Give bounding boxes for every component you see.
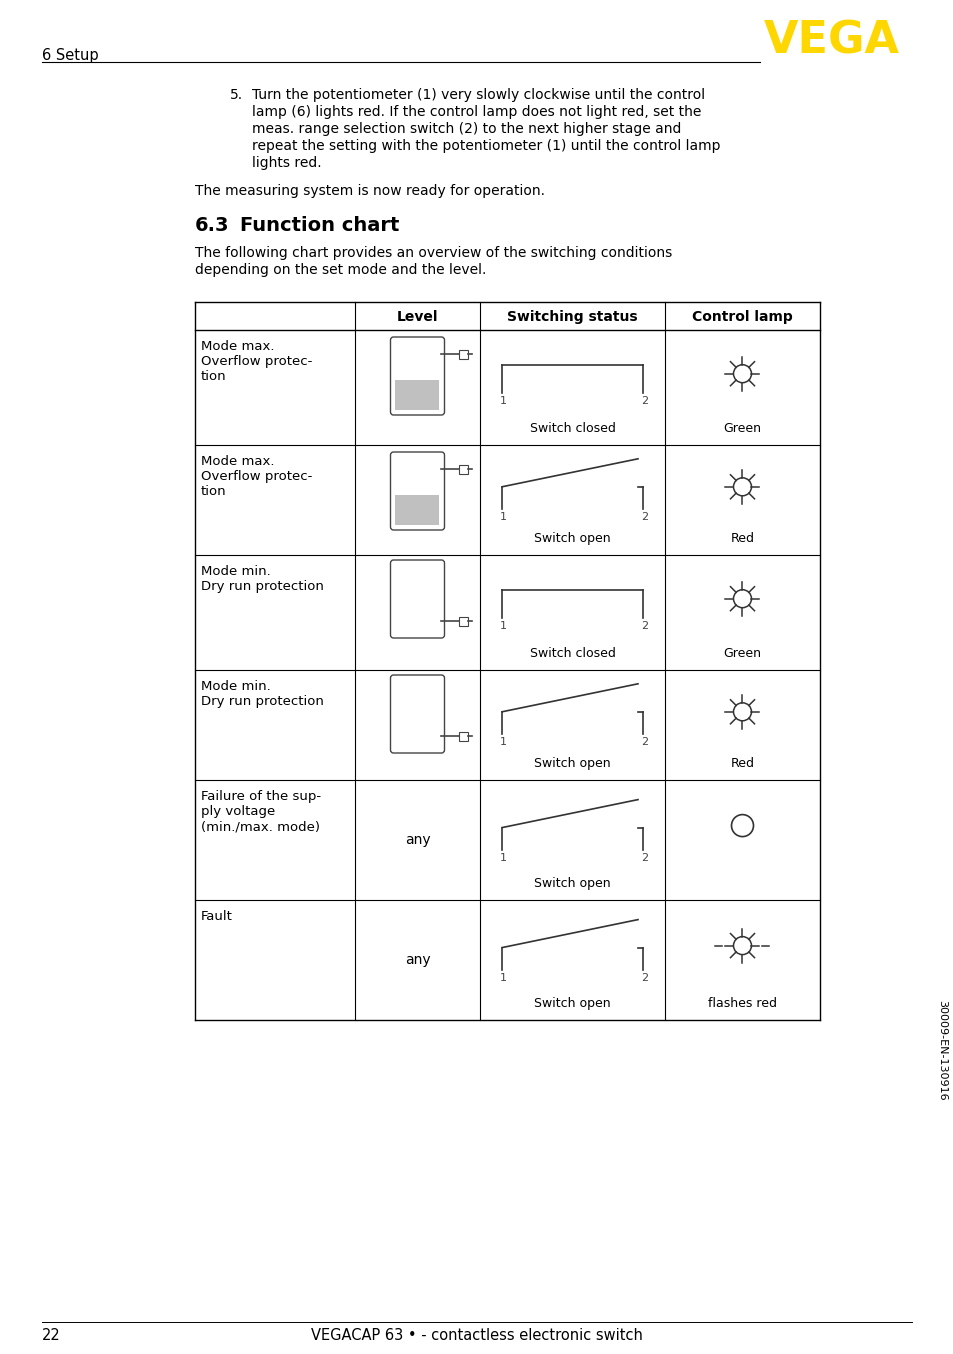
Text: Switching status: Switching status — [507, 310, 638, 324]
Text: tion: tion — [201, 370, 227, 383]
Text: tion: tion — [201, 485, 227, 498]
Text: any: any — [404, 833, 430, 848]
Text: Turn the potentiometer (1) very slowly clockwise until the control: Turn the potentiometer (1) very slowly c… — [252, 88, 704, 102]
Text: Mode max.: Mode max. — [201, 340, 274, 353]
Text: Green: Green — [722, 422, 760, 435]
Bar — [395, 379, 439, 410]
Text: 1: 1 — [499, 512, 506, 521]
Text: Switch open: Switch open — [534, 997, 610, 1010]
Text: Overflow protec-: Overflow protec- — [201, 470, 312, 483]
Text: Switch open: Switch open — [534, 532, 610, 546]
Text: 1: 1 — [499, 737, 506, 747]
Text: depending on the set mode and the level.: depending on the set mode and the level. — [194, 263, 486, 278]
Text: 2: 2 — [640, 621, 647, 631]
FancyBboxPatch shape — [390, 337, 444, 414]
Text: repeat the setting with the potentiometer (1) until the control lamp: repeat the setting with the potentiomete… — [252, 139, 720, 153]
Text: 1: 1 — [499, 853, 506, 862]
Bar — [459, 616, 468, 626]
Text: Mode max.: Mode max. — [201, 455, 274, 468]
Text: VEGACAP 63 • - contactless electronic switch: VEGACAP 63 • - contactless electronic sw… — [311, 1328, 642, 1343]
Bar — [459, 464, 468, 474]
Text: Green: Green — [722, 647, 760, 659]
Text: 6 Setup: 6 Setup — [42, 47, 98, 64]
Bar — [395, 494, 439, 525]
Text: Red: Red — [730, 532, 754, 546]
FancyBboxPatch shape — [390, 561, 444, 638]
Bar — [459, 349, 468, 359]
Text: Mode min.: Mode min. — [201, 565, 271, 578]
Text: Dry run protection: Dry run protection — [201, 695, 323, 708]
Text: The measuring system is now ready for operation.: The measuring system is now ready for op… — [194, 184, 544, 198]
Text: Switch open: Switch open — [534, 757, 610, 770]
Text: 1: 1 — [499, 397, 506, 406]
Text: VEGA: VEGA — [763, 20, 899, 64]
Text: flashes red: flashes red — [707, 997, 776, 1010]
Text: 5.: 5. — [230, 88, 243, 102]
Text: (min./max. mode): (min./max. mode) — [201, 821, 319, 833]
Text: 2: 2 — [640, 853, 647, 862]
Text: Function chart: Function chart — [240, 217, 399, 236]
Text: 2: 2 — [640, 737, 647, 747]
Text: Overflow protec-: Overflow protec- — [201, 355, 312, 368]
Text: Control lamp: Control lamp — [691, 310, 792, 324]
Text: any: any — [404, 953, 430, 967]
Text: Switch open: Switch open — [534, 877, 610, 890]
Text: Level: Level — [396, 310, 437, 324]
Text: 1: 1 — [499, 621, 506, 631]
Text: 30009-EN-130916: 30009-EN-130916 — [936, 999, 946, 1101]
FancyBboxPatch shape — [390, 452, 444, 529]
Text: Switch closed: Switch closed — [529, 647, 615, 659]
Text: 22: 22 — [42, 1328, 61, 1343]
Text: The following chart provides an overview of the switching conditions: The following chart provides an overview… — [194, 246, 672, 260]
Text: Switch closed: Switch closed — [529, 422, 615, 435]
Bar — [459, 731, 468, 741]
Text: 6.3: 6.3 — [194, 217, 230, 236]
Text: 1: 1 — [499, 972, 506, 983]
Text: lights red.: lights red. — [252, 156, 321, 171]
Text: Red: Red — [730, 757, 754, 770]
Text: 2: 2 — [640, 512, 647, 521]
Text: Dry run protection: Dry run protection — [201, 580, 323, 593]
Text: 2: 2 — [640, 972, 647, 983]
Text: lamp (6) lights red. If the control lamp does not light red, set the: lamp (6) lights red. If the control lamp… — [252, 106, 700, 119]
Text: meas. range selection switch (2) to the next higher stage and: meas. range selection switch (2) to the … — [252, 122, 680, 135]
Text: 2: 2 — [640, 397, 647, 406]
Text: Failure of the sup-: Failure of the sup- — [201, 789, 321, 803]
Text: ply voltage: ply voltage — [201, 806, 275, 818]
Text: Fault: Fault — [201, 910, 233, 923]
Text: Mode min.: Mode min. — [201, 680, 271, 693]
FancyBboxPatch shape — [390, 676, 444, 753]
